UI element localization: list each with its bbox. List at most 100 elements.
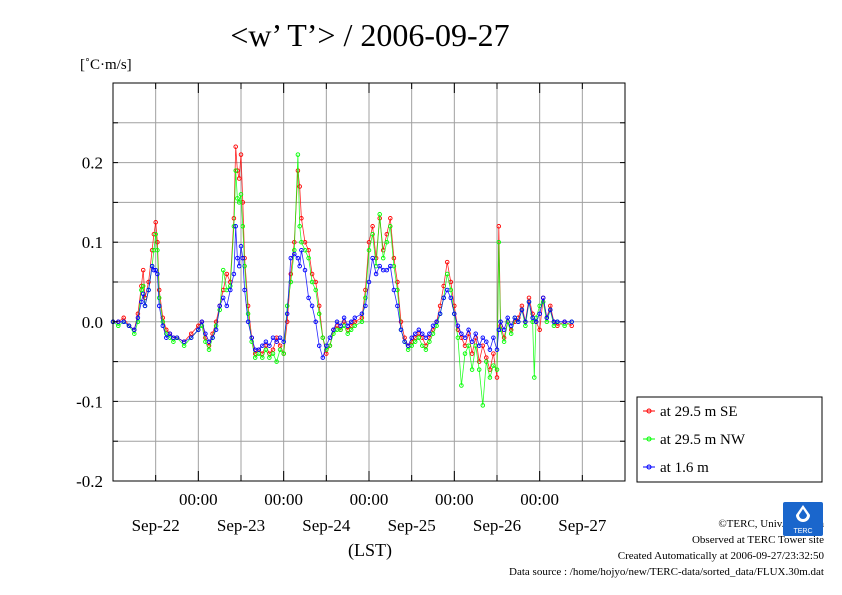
data-point <box>309 271 315 277</box>
series-line <box>113 146 572 378</box>
data-point <box>164 335 169 340</box>
data-point <box>377 212 382 217</box>
data-point <box>384 239 390 245</box>
data-point <box>427 331 432 336</box>
data-point <box>160 323 166 329</box>
data-point <box>132 327 137 333</box>
data-point <box>260 343 265 348</box>
legend-label: at 1.6 m <box>660 460 709 476</box>
data-point <box>324 343 329 348</box>
data-point <box>331 327 336 333</box>
data-point <box>235 196 240 201</box>
data-point <box>398 319 404 325</box>
data-point <box>231 271 237 277</box>
data-point <box>140 283 146 289</box>
data-point <box>395 303 400 309</box>
x-date-label: Sep-26 <box>473 516 521 535</box>
data-point <box>281 339 286 344</box>
data-point <box>494 367 500 372</box>
data-point <box>167 331 173 336</box>
series-group <box>110 144 574 380</box>
series-lines <box>110 144 574 408</box>
data-point <box>348 319 354 325</box>
data-point <box>548 307 553 313</box>
legend-box <box>636 396 823 483</box>
data-point <box>316 311 322 317</box>
y-tick-label: 0.0 <box>82 313 103 332</box>
data-point <box>491 351 496 356</box>
y-axis-unit: [˚C·m/s] <box>80 57 132 73</box>
data-point <box>199 319 205 325</box>
data-point <box>238 152 244 157</box>
data-point <box>370 255 375 261</box>
data-point <box>228 287 233 293</box>
data-point <box>281 351 286 356</box>
data-point <box>352 315 358 321</box>
data-point <box>437 311 443 317</box>
x-tick-label: 00:00 <box>520 490 559 509</box>
data-point <box>288 255 294 261</box>
data-point <box>181 339 187 344</box>
data-point <box>388 224 393 229</box>
data-point <box>206 347 212 352</box>
data-point <box>494 347 500 352</box>
data-point <box>496 239 502 245</box>
x-tick-label: 00:00 <box>179 490 218 509</box>
data-point <box>341 315 347 321</box>
data-point <box>491 363 496 368</box>
data-point <box>523 319 528 325</box>
data-point <box>540 295 546 301</box>
created-timestamp: Created Automatically at 2006-09-27/23:3… <box>617 550 824 562</box>
data-point <box>210 335 215 340</box>
data-point <box>455 323 461 329</box>
data-point <box>487 375 493 380</box>
data-point <box>505 315 510 321</box>
x-date-label: Sep-27 <box>558 516 607 535</box>
data-point <box>416 335 422 340</box>
data-point <box>512 315 518 321</box>
data-point <box>155 239 160 245</box>
data-point <box>494 375 500 380</box>
data-point <box>476 343 482 348</box>
y-tick-label: 0.1 <box>82 233 103 252</box>
data-point <box>427 339 432 344</box>
data-point <box>338 323 343 329</box>
data-point <box>238 243 244 249</box>
data-point <box>466 327 471 333</box>
data-point <box>270 335 276 340</box>
data-point <box>274 359 279 364</box>
data-point <box>295 152 301 157</box>
data-point <box>139 299 144 305</box>
data-point <box>391 287 397 293</box>
data-point <box>459 383 464 388</box>
data-point <box>455 335 461 340</box>
data-point <box>395 279 400 285</box>
data-point <box>140 291 146 297</box>
data-point <box>139 287 144 293</box>
data-point <box>384 267 390 273</box>
series-line <box>112 154 572 406</box>
data-point <box>155 271 160 277</box>
data-point <box>501 339 507 344</box>
series-line <box>113 226 572 359</box>
data-point <box>363 287 368 293</box>
data-point <box>473 331 478 336</box>
data-point <box>233 168 238 173</box>
data-point <box>462 335 468 340</box>
data-point <box>373 271 379 277</box>
data-point <box>146 279 151 285</box>
data-point <box>140 267 146 273</box>
data-point <box>309 303 315 309</box>
data-point <box>452 311 457 317</box>
legend-swatch-marker <box>646 436 652 442</box>
data-point <box>267 343 272 348</box>
data-point <box>562 319 567 325</box>
data-point <box>480 403 486 408</box>
data-point <box>224 303 230 309</box>
series-group <box>110 224 574 360</box>
x-axis-label: (LST) <box>348 540 392 561</box>
data-point <box>444 287 450 293</box>
data-point <box>345 323 350 329</box>
data-point <box>359 311 365 317</box>
x-tick-label: 00:00 <box>264 490 303 509</box>
